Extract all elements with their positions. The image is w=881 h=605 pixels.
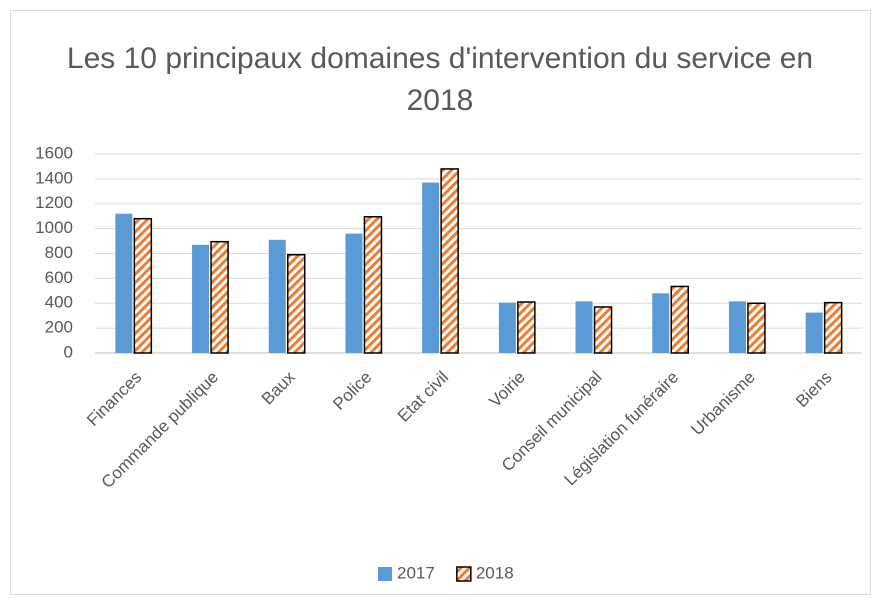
bar xyxy=(115,213,133,353)
bar xyxy=(747,302,766,354)
y-tick-label: 1600 xyxy=(35,143,73,162)
y-tick-label: 0 xyxy=(64,342,73,361)
bar xyxy=(593,306,613,354)
legend-swatch xyxy=(456,566,472,582)
legend-label: 2018 xyxy=(476,563,514,582)
y-tick-label: 800 xyxy=(45,243,73,262)
y-tick-label: 400 xyxy=(45,293,73,312)
y-tick-label: 1200 xyxy=(35,193,73,212)
bar xyxy=(363,216,383,354)
bar xyxy=(517,301,536,354)
chart-title: Les 10 principaux domaines d'interventio… xyxy=(66,42,814,117)
y-tick-label: 600 xyxy=(45,268,73,287)
bar xyxy=(728,301,746,353)
y-tick-label: 200 xyxy=(45,318,73,337)
bar xyxy=(652,293,670,353)
bar xyxy=(287,253,306,354)
bar xyxy=(823,301,843,354)
bar xyxy=(440,168,459,354)
bar xyxy=(268,239,286,353)
bar xyxy=(575,301,593,353)
bar xyxy=(192,244,210,353)
legend-swatch xyxy=(378,567,392,581)
bar xyxy=(498,302,516,353)
bar xyxy=(210,240,229,354)
legend-label: 2017 xyxy=(397,563,435,582)
bar xyxy=(133,217,153,354)
bar xyxy=(345,233,363,353)
bar xyxy=(670,285,689,354)
y-tick-label: 1400 xyxy=(35,168,73,187)
bar xyxy=(422,182,440,353)
y-tick-label: 1000 xyxy=(35,218,73,237)
bar xyxy=(805,312,823,353)
